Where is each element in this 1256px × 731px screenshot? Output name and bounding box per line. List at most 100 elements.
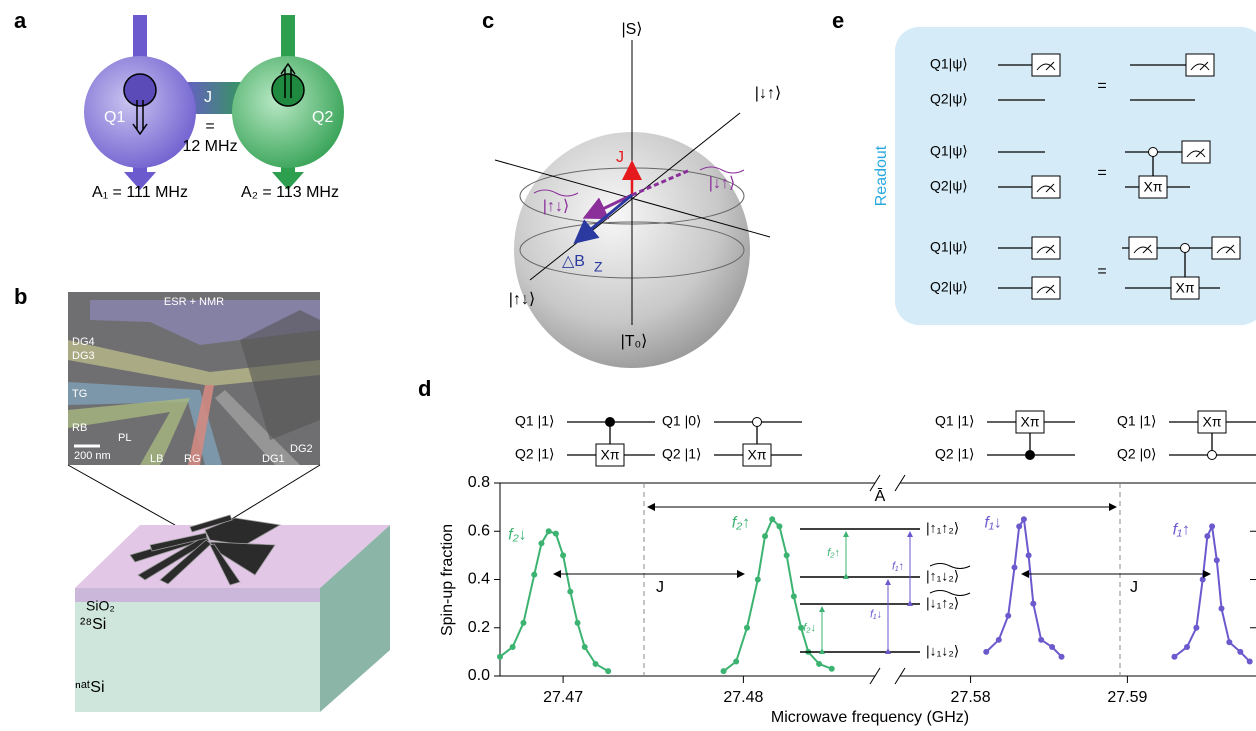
data-point xyxy=(553,531,559,537)
label: = xyxy=(205,118,214,135)
data-point xyxy=(744,625,750,631)
data-point xyxy=(1193,625,1199,631)
label: △B xyxy=(562,253,585,270)
label: DG4 xyxy=(72,336,95,348)
meter xyxy=(1129,237,1157,259)
control xyxy=(1149,148,1158,157)
data-point xyxy=(1226,639,1232,645)
label: RB xyxy=(72,422,87,434)
label: |↓₁↓₂⟩ xyxy=(926,643,959,659)
data-point xyxy=(1016,523,1022,529)
label: f₁↑ xyxy=(1173,522,1191,539)
data-point xyxy=(755,577,761,583)
data-point xyxy=(1005,613,1011,619)
label: 0.0 xyxy=(468,667,490,684)
data-point xyxy=(1011,564,1017,570)
label: PL xyxy=(118,432,131,444)
label: ESR + NMR xyxy=(164,296,224,308)
label: Q1 |0⟩ xyxy=(662,413,701,429)
zoom-line xyxy=(68,465,175,525)
electron xyxy=(272,74,304,106)
series-line xyxy=(500,531,608,671)
series-line xyxy=(986,519,1061,657)
data-point xyxy=(769,516,775,522)
label: e xyxy=(832,8,844,33)
label: |↓₁↑₂⟩ xyxy=(926,595,959,611)
control xyxy=(1181,244,1190,253)
label: Q1|ψ⟩ xyxy=(930,143,968,159)
data-point xyxy=(1184,644,1190,650)
label: |↓↑⟩ xyxy=(755,85,781,102)
data-point xyxy=(510,644,516,650)
label: Xπ xyxy=(1144,179,1163,195)
label: |↑↓⟩ xyxy=(543,198,569,215)
label: Q2 |1⟩ xyxy=(935,446,974,462)
label: Xπ xyxy=(1203,414,1222,430)
zoom-line xyxy=(222,465,320,525)
label: = xyxy=(1097,263,1106,280)
data-point xyxy=(575,620,581,626)
label: 200 nm xyxy=(74,450,111,462)
label: f₂↑ xyxy=(732,514,751,531)
label: A₂ = 113 MHz xyxy=(241,184,339,201)
data-point xyxy=(1237,649,1243,655)
label: J xyxy=(1130,579,1138,596)
control xyxy=(1026,451,1035,460)
qubit-1 xyxy=(84,56,196,168)
data-point xyxy=(1171,654,1177,660)
label: |T₀⟩ xyxy=(621,333,648,350)
label: f₁↓ xyxy=(870,608,882,620)
label: DG1 xyxy=(262,453,285,465)
data-point xyxy=(582,644,588,650)
label: J xyxy=(656,579,664,596)
label: f₂↑ xyxy=(827,547,840,559)
label: d xyxy=(418,376,431,401)
label: Readout xyxy=(873,145,890,206)
label: b xyxy=(14,284,27,309)
label: Z xyxy=(594,259,603,275)
meter xyxy=(1182,141,1210,163)
label: 27.58 xyxy=(951,689,991,706)
panel-a xyxy=(84,15,344,190)
data-point xyxy=(1209,523,1215,529)
data-point xyxy=(1049,644,1055,650)
data-point xyxy=(520,620,526,626)
data-point xyxy=(531,572,537,578)
label: 0.4 xyxy=(468,571,490,588)
data-point xyxy=(546,528,552,534)
label: ⁿᵃᵗSi xyxy=(75,679,105,696)
data-point xyxy=(983,649,989,655)
data-point xyxy=(996,637,1002,643)
label: Q2|ψ⟩ xyxy=(930,279,968,295)
data-point xyxy=(816,661,822,667)
data-point xyxy=(784,552,790,558)
label: RG xyxy=(184,453,201,465)
data-point xyxy=(762,533,768,539)
control xyxy=(606,418,615,427)
label: 27.47 xyxy=(543,689,583,706)
label: A₁ = 111 MHz xyxy=(92,184,188,201)
data-point xyxy=(593,661,599,667)
label: |↓↑⟩ xyxy=(709,175,735,192)
label: J xyxy=(204,89,212,106)
data-point xyxy=(560,552,566,558)
label: f₁↓ xyxy=(984,514,1002,531)
series-line xyxy=(724,519,832,671)
panel-b xyxy=(68,292,390,712)
data-point xyxy=(733,659,739,665)
data-point xyxy=(1214,557,1220,563)
meter xyxy=(1212,237,1240,259)
meter xyxy=(1032,54,1060,76)
series-line xyxy=(1174,526,1249,661)
label: f₂↓ xyxy=(508,526,527,543)
label: Q2 xyxy=(312,109,333,126)
label: a xyxy=(14,8,27,33)
label: Microwave frequency (GHz) xyxy=(771,709,969,726)
label: f₂↓ xyxy=(803,622,816,634)
label: DG3 xyxy=(72,350,95,362)
label: Xπ xyxy=(1021,414,1040,430)
label: LB xyxy=(150,453,163,465)
data-point xyxy=(497,654,503,660)
meter xyxy=(1186,54,1214,76)
data-point xyxy=(791,593,797,599)
